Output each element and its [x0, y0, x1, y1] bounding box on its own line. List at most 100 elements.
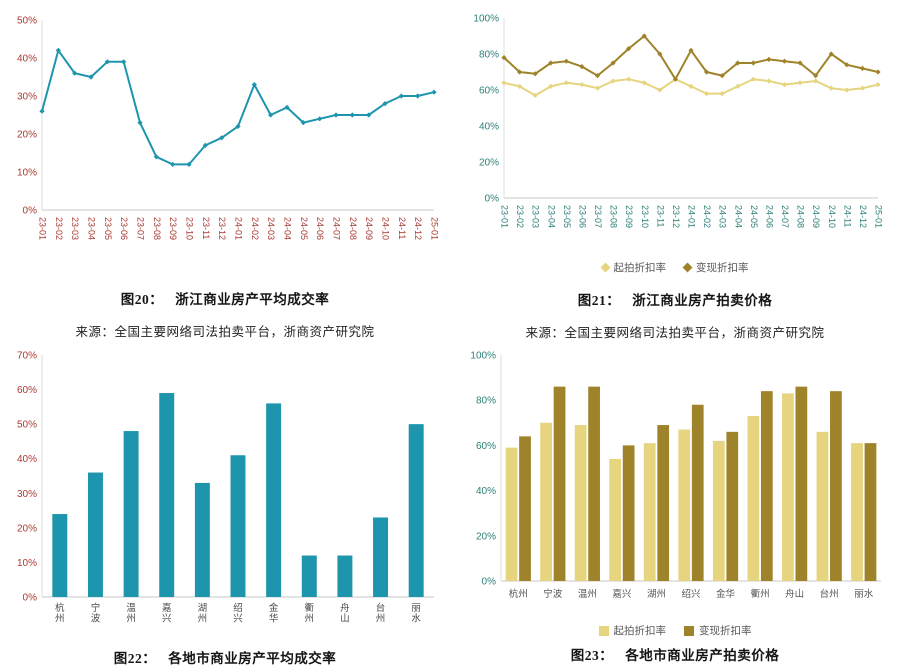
svg-text:温州: 温州 [578, 589, 597, 600]
x-axis-tick-labels: 23-01 23-02 23-03 23-04 23-05 23-06 23-07 23-08… [500, 205, 884, 228]
svg-text:金华: 金华 [716, 588, 736, 600]
bar-series [505, 393, 863, 581]
svg-text:23-05: 23-05 [562, 205, 572, 228]
svg-text:24-11: 24-11 [397, 217, 407, 239]
svg-text:台州: 台州 [820, 588, 839, 600]
legend-label: 起拍折扣率 [613, 625, 667, 637]
figure-21-source-note: 来源：全国主要网络司法拍卖平台，浙商资产研究院 [525, 326, 825, 340]
svg-text:24-06: 24-06 [764, 205, 774, 228]
bar-series [52, 393, 424, 597]
line-series [501, 33, 881, 82]
legend-square-icon [598, 625, 609, 636]
svg-text:24-03: 24-03 [266, 217, 276, 240]
svg-text:23-12: 23-12 [217, 217, 227, 240]
svg-text:60%: 60% [479, 86, 499, 97]
svg-text:24-08: 24-08 [348, 217, 358, 240]
legend-label: 变现折扣率 [696, 262, 749, 274]
svg-text:嘉兴: 嘉兴 [612, 588, 631, 600]
y-axis-tick-labels: 0% 10% 20% 30% 40% 50% [17, 16, 37, 217]
svg-text:60%: 60% [476, 441, 496, 452]
svg-text:20%: 20% [17, 523, 37, 534]
svg-text:25-01: 25-01 [430, 217, 440, 240]
svg-text:23-06: 23-06 [119, 217, 129, 240]
svg-text:24-05: 24-05 [299, 217, 309, 240]
svg-text:20%: 20% [479, 158, 499, 169]
svg-text:24-07: 24-07 [332, 217, 342, 240]
svg-text:23-12: 23-12 [671, 205, 681, 228]
legend-item: 变现折扣率 [682, 260, 749, 275]
svg-text:60%: 60% [17, 385, 37, 396]
city-auction-price-bar-chart: 0% 20% 40% 60% 80% 100% 杭州 宁波 温州 嘉兴 湖州 绍兴 金华 衢州 舟山 台州 丽水 [470, 351, 881, 600]
figure-20-title: 浙江商业房产平均成交率 [175, 292, 330, 307]
svg-text:24-10: 24-10 [827, 205, 837, 228]
legend-label: 起拍折扣率 [613, 262, 667, 274]
figure-20-number: 图20： [120, 292, 164, 307]
svg-text:30%: 30% [17, 489, 37, 500]
svg-text:50%: 50% [17, 420, 37, 431]
svg-text:24-11: 24-11 [842, 205, 852, 227]
svg-text:80%: 80% [479, 50, 499, 61]
svg-text:23-07: 23-07 [593, 205, 603, 228]
svg-text:24-05: 24-05 [749, 205, 759, 228]
svg-text:24-01: 24-01 [234, 217, 244, 240]
legend-item: 变现折扣率 [684, 623, 752, 638]
svg-text:绍兴: 绍兴 [233, 602, 243, 625]
svg-text:宁波: 宁波 [543, 588, 563, 600]
x-axis-tick-labels: 杭州 宁波 温州 嘉兴 湖州 绍兴 金华 衢州 舟山 台州 丽水 [55, 602, 421, 625]
svg-text:23-05: 23-05 [103, 217, 113, 240]
axes [41, 20, 434, 211]
svg-text:衢州: 衢州 [751, 588, 770, 600]
svg-text:24-08: 24-08 [796, 205, 806, 228]
legend-label: 变现折扣率 [699, 625, 752, 637]
city-transaction-rate-bar-chart: 0% 10% 20% 30% 40% 50% 60% 70% 杭州 宁波 温州 嘉兴 湖州 绍兴 金华 衢州 舟… [17, 351, 434, 625]
svg-text:40%: 40% [479, 122, 499, 133]
figure-21-title: 浙江商业房产拍卖价格 [632, 293, 773, 308]
svg-text:24-02: 24-02 [702, 205, 712, 228]
svg-text:100%: 100% [473, 14, 499, 25]
figure-21-legend: 起拍折扣率 变现折扣率 [600, 260, 749, 275]
svg-text:舟山: 舟山 [785, 588, 804, 600]
svg-text:23-02: 23-02 [54, 217, 64, 240]
svg-text:23-11: 23-11 [201, 217, 211, 239]
svg-text:温州: 温州 [126, 603, 136, 625]
figure-23-legend: 起拍折扣率 变现折扣率 [598, 623, 752, 638]
svg-text:金华: 金华 [269, 602, 279, 625]
svg-text:23-04: 23-04 [87, 217, 97, 240]
svg-text:20%: 20% [17, 130, 37, 141]
svg-text:杭州: 杭州 [509, 588, 528, 600]
figure-22-title: 各地市商业房产平均成交率 [168, 651, 337, 666]
legend-diamond-icon [600, 262, 610, 273]
svg-text:丽水: 丽水 [411, 603, 421, 625]
svg-text:80%: 80% [476, 396, 496, 407]
svg-text:24-01: 24-01 [687, 205, 697, 228]
svg-text:70%: 70% [17, 351, 37, 362]
figure-20-source-note: 来源：全国主要网络司法拍卖平台，浙商资产研究院 [75, 325, 375, 339]
svg-text:23-06: 23-06 [577, 205, 587, 228]
svg-text:40%: 40% [476, 486, 496, 497]
svg-text:10%: 10% [17, 558, 37, 569]
figure-22: 0% 10% 20% 30% 40% 50% 60% 70% 杭州 宁波 温州 嘉兴 湖州 绍兴 金华 衢州 舟… [0, 341, 450, 666]
svg-text:0%: 0% [485, 194, 500, 205]
svg-text:23-01: 23-01 [500, 205, 510, 228]
svg-text:23-09: 23-09 [624, 205, 634, 228]
y-axis-tick-labels: 0% 10% 20% 30% 40% 50% 60% 70% [17, 351, 37, 604]
svg-text:24-07: 24-07 [780, 205, 790, 228]
svg-text:24-10: 24-10 [381, 217, 391, 240]
svg-text:23-09: 23-09 [168, 217, 178, 240]
svg-text:24-09: 24-09 [811, 205, 821, 228]
x-axis-tick-labels: 23-01 23-02 23-03 23-04 23-05 23-06 23-07 23-08… [38, 217, 440, 240]
svg-text:台州: 台州 [376, 602, 386, 625]
svg-text:24-09: 24-09 [364, 217, 374, 240]
svg-text:23-10: 23-10 [185, 217, 195, 240]
svg-text:23-02: 23-02 [515, 205, 525, 228]
bar-series [519, 386, 877, 581]
svg-text:20%: 20% [476, 531, 496, 542]
svg-text:湖州: 湖州 [647, 589, 666, 600]
figure-21: 0% 20% 40% 60% 80% 100% 23-01 23-02 23-03 23-04 23… [450, 8, 900, 341]
legend-diamond-icon [682, 262, 693, 273]
svg-text:40%: 40% [17, 454, 37, 465]
svg-text:50%: 50% [17, 16, 37, 27]
line-series [501, 76, 881, 98]
svg-text:24-04: 24-04 [733, 205, 743, 228]
